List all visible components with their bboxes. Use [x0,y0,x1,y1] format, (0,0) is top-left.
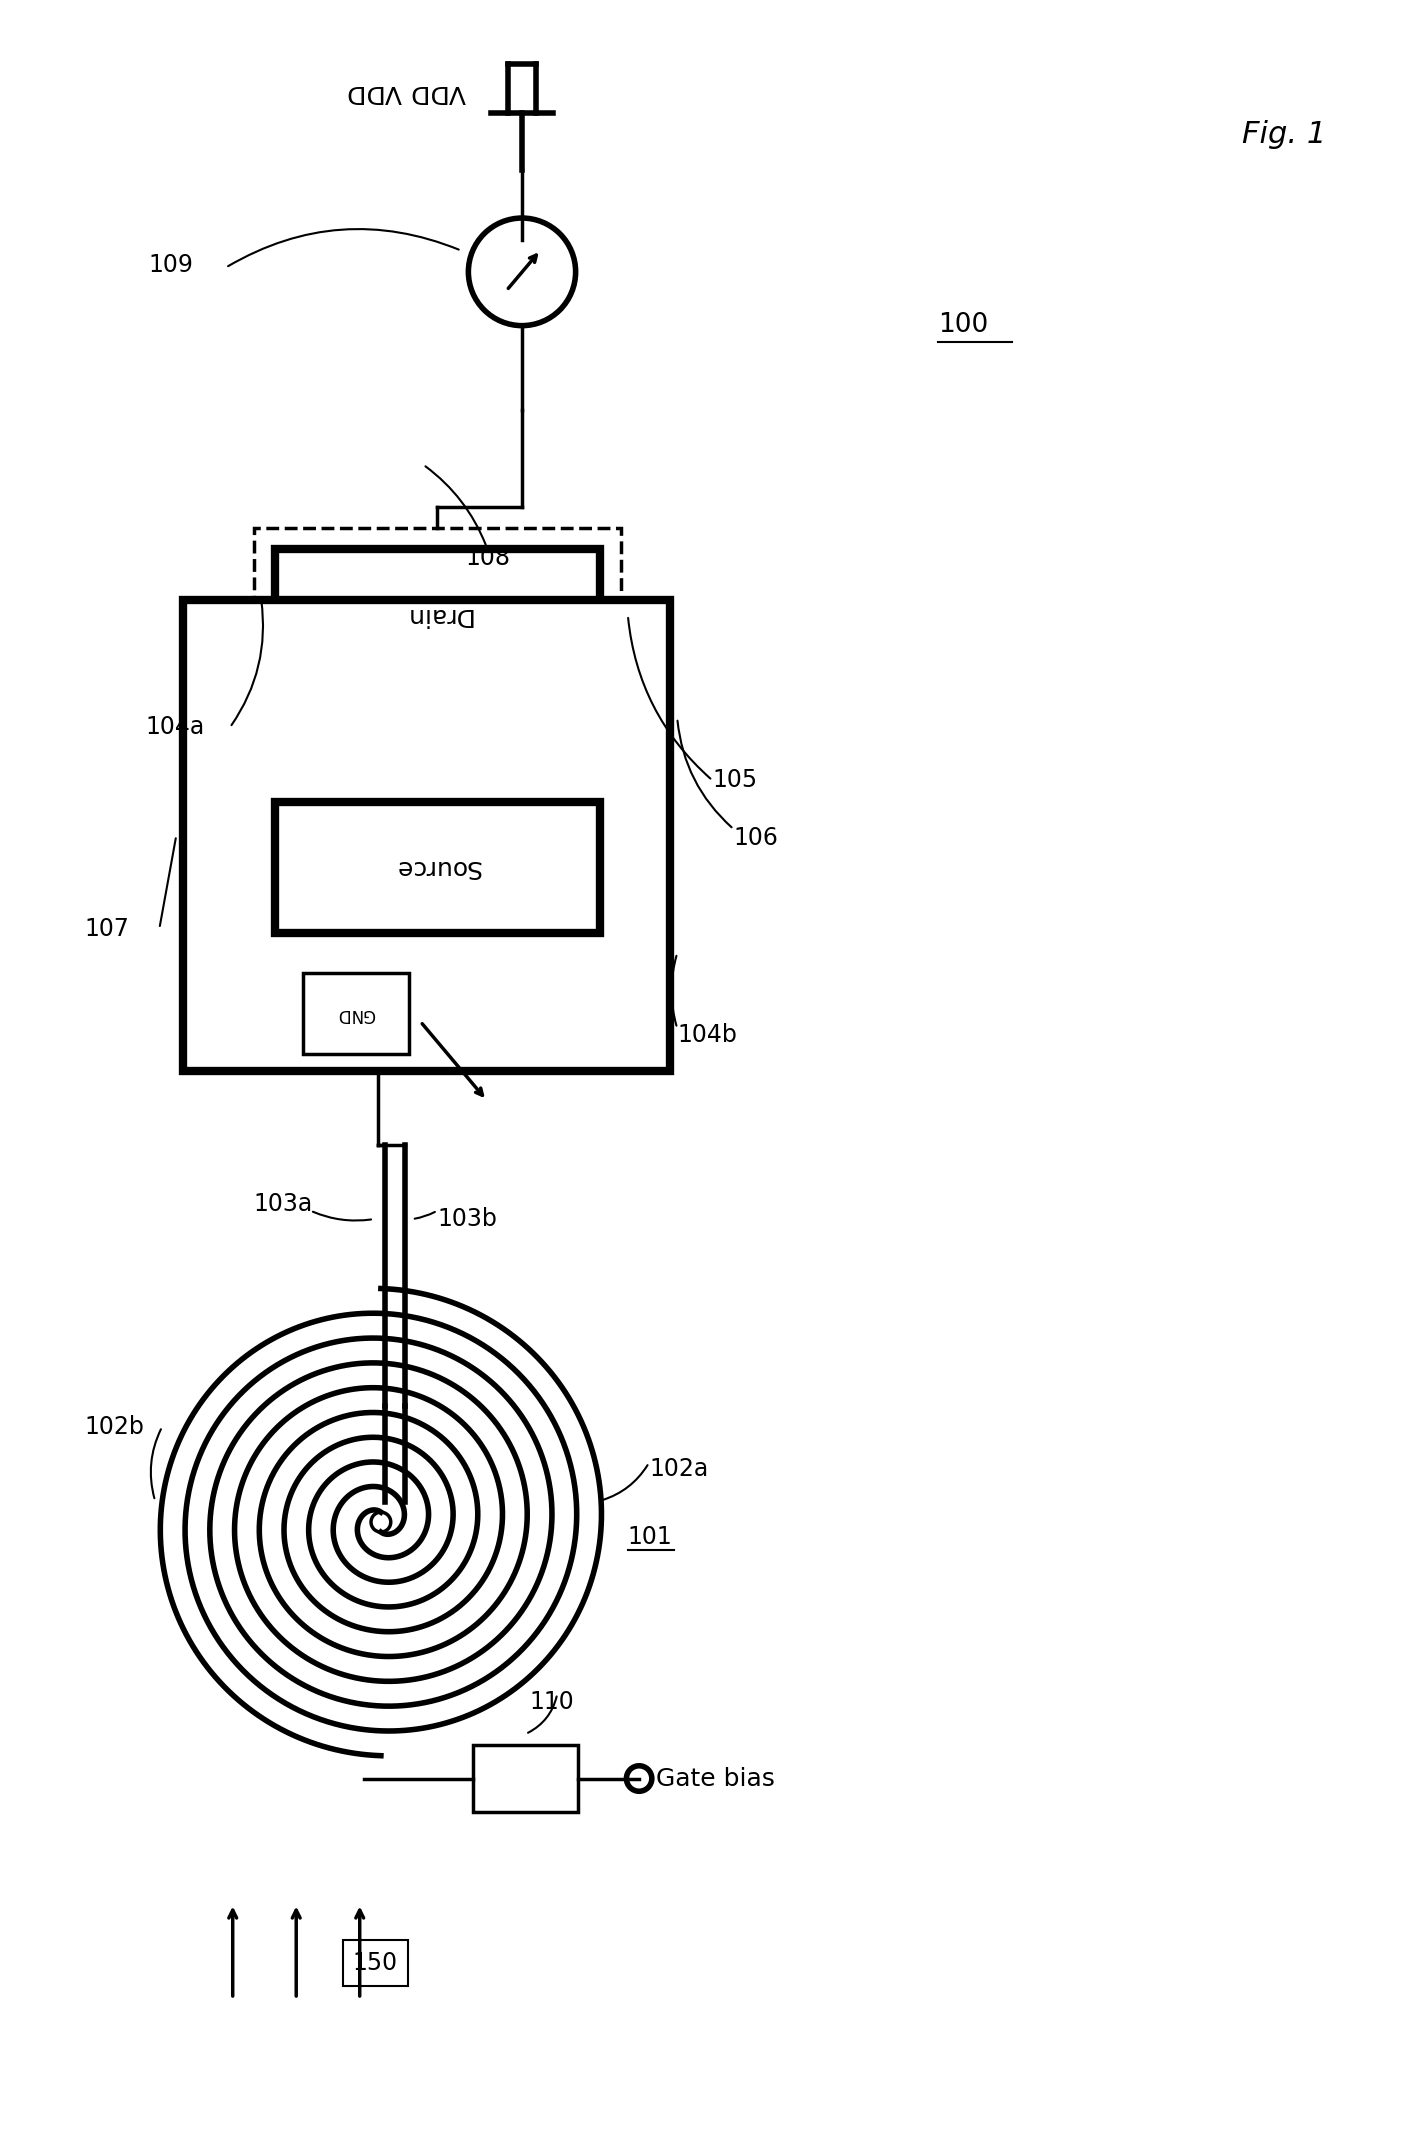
Text: 105: 105 [712,768,758,793]
Text: 102b: 102b [84,1414,144,1440]
Text: 102a: 102a [648,1457,708,1480]
Ellipse shape [627,1766,651,1792]
Text: 103a: 103a [254,1192,314,1216]
Ellipse shape [370,1512,390,1531]
Text: 110: 110 [529,1689,574,1715]
Text: 109: 109 [148,254,192,277]
Text: 106: 106 [734,825,778,849]
Text: Gate bias: Gate bias [656,1766,775,1790]
Bar [343,1939,408,1986]
Bar [473,1745,579,1813]
Bar [254,529,621,702]
Text: 108: 108 [466,546,510,570]
Text: 107: 107 [84,917,130,941]
Bar [275,550,600,680]
Text: VDD: VDD [346,79,402,105]
Bar [304,973,409,1054]
Text: 104b: 104b [677,1022,737,1047]
Text: 101: 101 [628,1525,673,1549]
Text: 150: 150 [352,1952,398,1975]
Text: Source: Source [395,855,480,879]
Text: GND: GND [338,1005,375,1022]
Text: Fig. 1: Fig. 1 [1241,119,1325,149]
Text: VDD: VDD [409,79,466,105]
Text: 103b: 103b [437,1207,497,1231]
Bar [275,802,600,932]
Bar [184,599,670,1071]
Text: 104a: 104a [145,715,204,740]
Text: Drain: Drain [403,604,472,627]
Text: 100: 100 [938,311,989,337]
